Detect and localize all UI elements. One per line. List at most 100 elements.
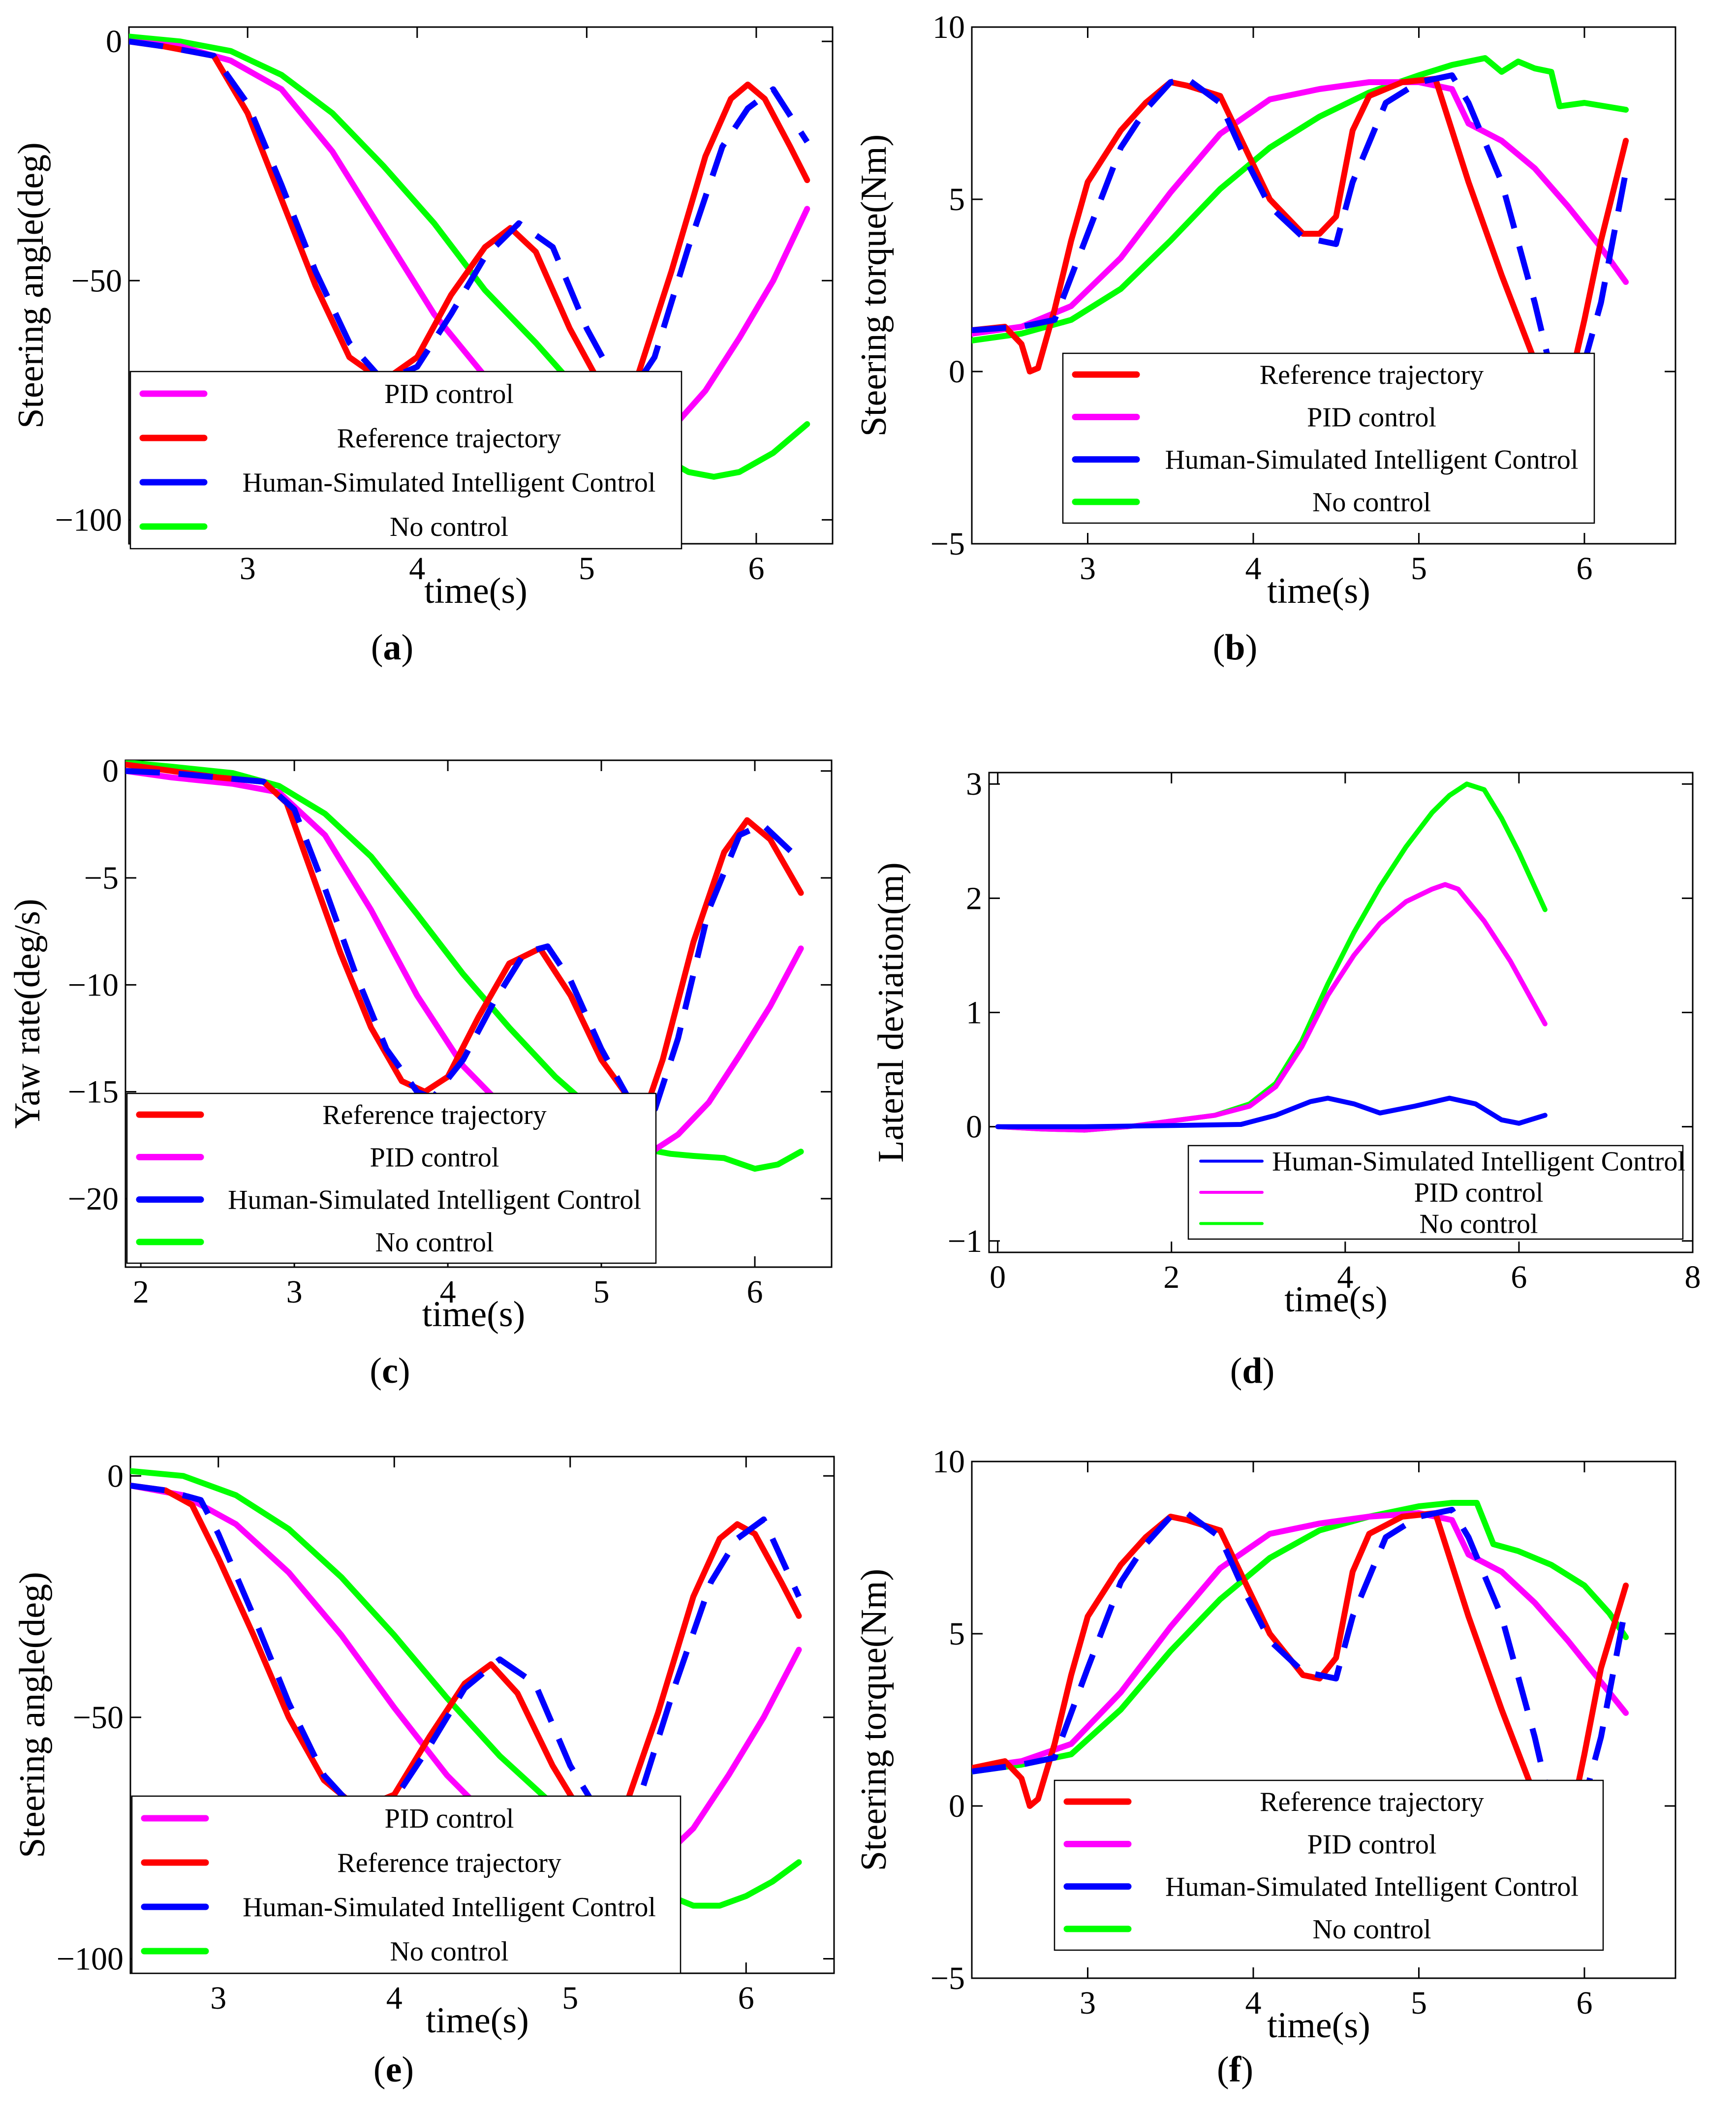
legend-label-no-control: No control [1419, 1209, 1538, 1239]
x-tick-label: 4 [1245, 1985, 1262, 2021]
y-axis-label: Steering torque(Nm) [854, 134, 894, 436]
series-line-no-control [972, 55, 1629, 343]
series-line-human-simulated-intelligent-control [125, 768, 803, 1112]
y-tick-label: 10 [932, 1444, 965, 1480]
legend-label-pid-control: PID control [385, 1804, 514, 1834]
panel-caption: (b) [1213, 627, 1257, 668]
legend-label-pid-control: PID control [1307, 402, 1436, 433]
x-axis-label: time(s) [1284, 1279, 1388, 1320]
legend-label-pid-control: PID control [1414, 1178, 1544, 1208]
y-tick-label: 0 [949, 1788, 965, 1824]
x-axis-label: time(s) [1267, 571, 1370, 611]
x-tick-label: 4 [1245, 551, 1262, 587]
x-tick-label: 6 [747, 1274, 763, 1310]
series-line-pid-control [972, 1510, 1629, 1771]
series-line-human-simulated-intelligent-control [129, 38, 810, 399]
plot-frame [124, 759, 833, 1268]
legend-label-reference-trajectory: Reference trajectory [337, 1848, 561, 1878]
chart-panel-b: 3 4 5 6 10 5 0 −5 Reference trajectory PID contro… [854, 9, 1676, 668]
legend-box [131, 1795, 682, 1974]
y-tick-label: 0 [102, 753, 119, 789]
series-line-pid-control [972, 79, 1629, 337]
series-line-reference-trajectory [129, 38, 810, 404]
legend: Reference trajectory PID control Human-Sim… [126, 1092, 657, 1264]
y-tick-label: −50 [73, 1700, 124, 1736]
y-tick-label: −5 [930, 526, 965, 562]
x-axis-label: time(s) [422, 1294, 526, 1335]
legend-label-no-control: No control [1312, 487, 1431, 518]
legend-label-reference-trajectory: Reference trajectory [322, 1100, 546, 1130]
legend-label-human-simulated-intelligent-control: Human-Simulated Intelligent Control [243, 1892, 656, 1923]
panel-caption: (e) [373, 2050, 414, 2090]
legend-box [1062, 352, 1595, 524]
legend-label-reference-trajectory: Reference trajectory [1260, 1787, 1484, 1817]
series-line-human-simulated-intelligent-control [130, 1482, 802, 1832]
series-line-pid-control [995, 882, 1548, 1133]
y-axis-label: Steering angle(deg) [12, 1572, 53, 1858]
series-line-no-control [125, 760, 804, 1172]
legend-label-human-simulated-intelligent-control: Human-Simulated Intelligent Control [1165, 1872, 1579, 1902]
panel-caption: (f) [1217, 2050, 1253, 2090]
y-tick-label: 0 [949, 354, 965, 390]
chart-panel-a: 3 4 5 6 0 −50 −100 PID control Reference traject… [11, 24, 834, 668]
legend: Reference trajectory PID control Human-Sim… [1054, 1779, 1604, 1951]
chart-panel-c: 2 3 4 5 6 0 −5 −10 −15 −20 Reference trajectory PID… [7, 753, 833, 1391]
legend-label-pid-control: PID control [384, 379, 514, 409]
y-tick-label: 0 [106, 24, 122, 60]
series-line-no-control [995, 781, 1548, 1133]
series-line-reference-trajectory [130, 1482, 802, 1836]
legend-label-human-simulated-intelligent-control: Human-Simulated Intelligent Control [243, 467, 656, 498]
y-tick-label: 5 [949, 182, 965, 218]
y-tick-label: −5 [84, 860, 119, 896]
chart-panel-e: 3 4 5 6 0 −50 −100 PID control Reference traject… [12, 1456, 835, 2090]
y-tick-label: 5 [949, 1616, 965, 1652]
x-tick-label: 5 [562, 1980, 578, 2016]
legend-label-human-simulated-intelligent-control: Human-Simulated Intelligent Control [228, 1185, 641, 1215]
x-tick-label: 6 [1511, 1259, 1527, 1295]
legend-box [129, 371, 682, 550]
x-axis-label: time(s) [1267, 2005, 1370, 2046]
x-axis-label: time(s) [426, 2000, 529, 2041]
series-line-human-simulated-intelligent-control [972, 72, 1629, 409]
series-line-no-control [972, 1500, 1629, 1774]
y-tick-label: 10 [932, 9, 965, 45]
y-tick-label: 3 [966, 766, 982, 802]
y-tick-label: −1 [948, 1223, 982, 1259]
y-tick-label: −50 [71, 263, 122, 299]
legend-label-reference-trajectory: Reference trajectory [1260, 360, 1484, 390]
legend-label-pid-control: PID control [370, 1142, 499, 1173]
y-tick-label: 1 [966, 995, 982, 1031]
legend: Reference trajectory PID control Human-Sim… [1062, 352, 1595, 524]
x-tick-label: 6 [1576, 551, 1592, 587]
x-tick-label: 6 [738, 1980, 754, 2016]
plot-frame [971, 1461, 1676, 1979]
x-tick-label: 3 [210, 1980, 226, 2016]
panel-caption: (a) [371, 627, 413, 668]
y-tick-label: −15 [68, 1074, 119, 1110]
x-tick-label: 3 [240, 551, 256, 587]
y-tick-label: −100 [57, 1941, 124, 1977]
legend-label-pid-control: PID control [1307, 1829, 1437, 1860]
panel-caption: (c) [370, 1351, 410, 1391]
x-tick-label: 3 [1080, 1985, 1096, 2021]
legend-box [1187, 1145, 1684, 1240]
x-tick-label: 2 [133, 1274, 149, 1310]
legend-label-no-control: No control [1312, 1914, 1431, 1945]
y-tick-label: 2 [966, 880, 982, 916]
x-tick-label: 3 [1080, 551, 1096, 587]
y-axis-label: Lateral deviation(m) [871, 862, 911, 1162]
chart-panel-f: 3 4 5 6 10 5 0 −5 Reference trajectory PID contro… [854, 1444, 1676, 2090]
x-tick-label: 4 [440, 1274, 456, 1310]
y-axis-label: Yaw rate(deg/s) [7, 899, 48, 1128]
series-line-no-control [130, 1468, 802, 1909]
legend-box [1054, 1779, 1604, 1951]
x-tick-label: 6 [1576, 1985, 1592, 2021]
x-tick-label: 4 [386, 1980, 403, 2016]
y-tick-label: −5 [930, 1960, 965, 1996]
y-tick-label: 0 [107, 1458, 124, 1494]
y-axis-label: Steering torque(Nm) [854, 1569, 894, 1871]
